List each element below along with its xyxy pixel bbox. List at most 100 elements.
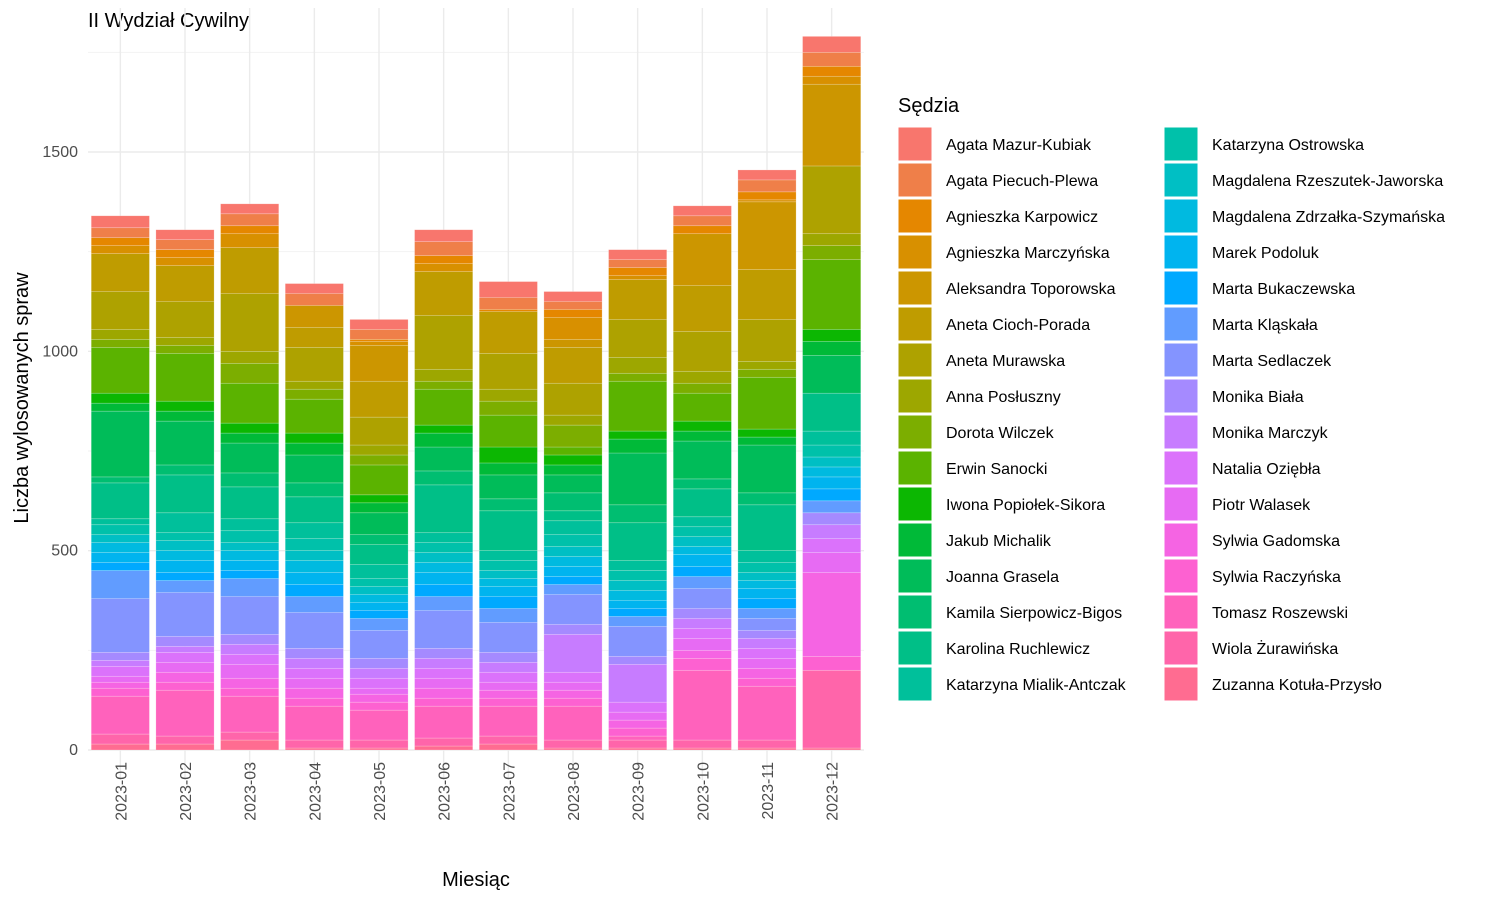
bar-segment xyxy=(478,671,538,683)
legend-item: Aneta Murawska xyxy=(897,342,1065,378)
bar-segment xyxy=(220,247,280,294)
bar-segment xyxy=(737,667,797,679)
bar-segment xyxy=(349,701,409,711)
bar-segment xyxy=(284,388,344,400)
legend-swatch xyxy=(897,594,933,630)
y-axis-title: Liczba wylosowanych spraw xyxy=(11,272,33,524)
bar-segment xyxy=(349,345,409,382)
legend-label: Natalia Oziębła xyxy=(1212,461,1321,478)
bar-segment xyxy=(478,586,538,597)
bar-segment xyxy=(349,594,409,603)
bar-segment xyxy=(802,259,862,330)
bar-segment xyxy=(478,510,538,551)
legend-swatch xyxy=(1163,666,1199,702)
bar-segment xyxy=(155,681,215,691)
bar-segment xyxy=(737,201,797,270)
bar-segment xyxy=(155,464,215,476)
bar-segment xyxy=(220,432,280,444)
bar-segment xyxy=(737,630,797,639)
bar-segment xyxy=(478,311,538,354)
x-tick-label: 2023-05 xyxy=(372,762,389,821)
bar-segment xyxy=(478,560,538,571)
bars xyxy=(90,36,862,751)
bar-segment xyxy=(414,610,474,649)
bar-segment xyxy=(478,661,538,673)
bar-segment xyxy=(414,380,474,390)
bar-segment xyxy=(220,560,280,571)
bar-segment xyxy=(414,677,474,689)
bar-segment xyxy=(608,580,668,591)
bar-segment xyxy=(478,622,538,653)
legend-swatch xyxy=(1163,414,1199,450)
legend-item: Agnieszka Karpowicz xyxy=(897,198,1098,234)
bar-segment xyxy=(220,486,280,520)
bar-segment xyxy=(478,652,538,663)
bar-segment xyxy=(220,644,280,655)
bar-segment xyxy=(90,339,150,348)
bar-segment xyxy=(543,576,603,585)
legend-label: Marek Podoluk xyxy=(1212,245,1320,262)
bar-segment xyxy=(90,392,150,404)
legend-label: Dorota Wilczek xyxy=(946,425,1055,442)
bar-segment xyxy=(672,608,732,619)
bar-segment xyxy=(90,227,150,239)
bar-segment xyxy=(349,502,409,514)
legend-label: Wiola Żurawińska xyxy=(1212,639,1338,658)
bar-segment xyxy=(220,472,280,488)
bar-segment xyxy=(284,550,344,561)
legend-swatch xyxy=(897,450,933,486)
bar-segment xyxy=(608,504,668,524)
bar-segment xyxy=(672,420,732,432)
bar-segment xyxy=(349,512,409,536)
bar-segment xyxy=(414,584,474,597)
bar-segment xyxy=(543,584,603,595)
bar-segment xyxy=(284,584,344,597)
bar-segment xyxy=(414,648,474,659)
bar-segment xyxy=(478,498,538,512)
legend-label: Zuzanna Kotuła-Przysło xyxy=(1212,677,1382,694)
bar-segment xyxy=(414,532,474,543)
legend-label: Agata Piecuch-Plewa xyxy=(946,173,1098,190)
bar-segment xyxy=(155,735,215,745)
bar-segment xyxy=(90,570,150,599)
bar-segment xyxy=(284,327,344,348)
bar-segment xyxy=(672,370,732,384)
legend-swatch xyxy=(1163,522,1199,558)
bar-segment xyxy=(737,580,797,589)
bar-segment xyxy=(155,652,215,663)
bar-segment xyxy=(90,652,150,661)
bar-stack-2023-06 xyxy=(414,229,474,751)
bar-segment xyxy=(220,596,280,635)
bar-segment xyxy=(155,560,215,573)
bar-segment xyxy=(543,534,603,547)
bar-segment xyxy=(608,430,668,440)
bar-segment xyxy=(90,675,150,683)
bar-segment xyxy=(90,552,150,563)
bar-segment xyxy=(802,245,862,260)
legend-label: Marta Sedlaczek xyxy=(1212,353,1332,370)
legend-swatch xyxy=(897,378,933,414)
bar-segment xyxy=(349,630,409,659)
x-tick-label: 2023-01 xyxy=(113,762,130,821)
bar-stack-2023-05 xyxy=(349,319,409,751)
bar-segment xyxy=(737,504,797,551)
bar-segment xyxy=(608,522,668,561)
bar-segment xyxy=(349,667,409,679)
bar-segment xyxy=(220,578,280,597)
bar-segment xyxy=(672,576,732,589)
bar-segment xyxy=(155,743,215,751)
bar-segment xyxy=(478,474,538,500)
bar-segment xyxy=(284,705,344,741)
bar-stack-2023-01 xyxy=(90,215,150,751)
bar-segment xyxy=(284,380,344,390)
bar-segment xyxy=(349,618,409,631)
bar-segment xyxy=(155,646,215,653)
legend-item: Marta Sedlaczek xyxy=(1163,342,1332,378)
bar-segment xyxy=(284,677,344,689)
bar-segment xyxy=(220,731,280,741)
legend-items: Agata Mazur-Kubiak Agata Piecuch-Plewa Agn… xyxy=(897,126,1445,702)
bar-segment xyxy=(478,681,538,691)
x-tick-label: 2023-12 xyxy=(825,762,842,821)
bar-segment xyxy=(478,596,538,609)
bar-segment xyxy=(543,671,603,683)
